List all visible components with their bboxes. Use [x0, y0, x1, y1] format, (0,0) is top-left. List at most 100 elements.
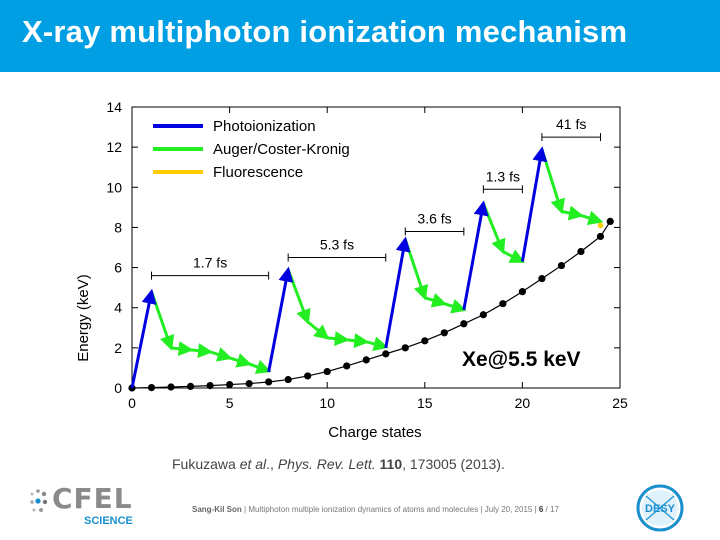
citation-journal: Phys. Rev. Lett.	[277, 456, 376, 472]
baseline-point	[401, 344, 409, 352]
cfel-word: CFEL	[52, 482, 133, 515]
baseline-point	[265, 378, 273, 386]
baseline-point	[518, 288, 527, 296]
y-tick-label: 14	[106, 99, 122, 115]
photoionization-arrow	[267, 266, 294, 373]
time-label: 5.3 fs	[320, 237, 354, 253]
legend-label: Auger/Coster-Kronig	[213, 141, 350, 158]
plot-frame	[131, 106, 621, 389]
auger-arrow	[286, 269, 311, 325]
baseline-point	[245, 379, 253, 388]
cfel-science: SCIENCE	[84, 515, 133, 527]
x-tick-label: 10	[319, 395, 335, 411]
x-tick-label: 25	[612, 395, 628, 411]
energy-charge-chart: 0 5 10 15 20 25 0 2 4 6 8 10 12 14 1.7 fs 5.3 fs 3.6 fs…	[75, 99, 628, 441]
footer-total: / 17	[543, 505, 559, 514]
citation-rest: , 173005 (2013).	[402, 456, 505, 472]
y-tick-label: 0	[114, 380, 122, 396]
auger-arrow	[170, 341, 194, 357]
auger-arrow	[229, 353, 252, 368]
x-tick-label: 0	[128, 395, 136, 411]
baseline-point	[304, 372, 312, 380]
legend: Photoionization Auger/Coster-Kronig Fluore…	[153, 118, 350, 181]
axes: 0 5 10 15 20 25 0 2 4 6 8 10 12 14	[106, 99, 628, 411]
footer-sep: |	[478, 505, 485, 514]
citation: Fukuzawa et al., Phys. Rev. Lett. 110, 1…	[172, 456, 505, 472]
xe-annotation: Xe@5.5 keV	[462, 348, 581, 371]
baseline-curve	[128, 217, 614, 392]
baseline-point	[167, 383, 175, 391]
y-tick-label: 10	[106, 179, 122, 195]
y-tick-label: 6	[114, 260, 122, 276]
baseline-point	[557, 261, 566, 270]
time-label: 1.7 fs	[193, 255, 227, 271]
citation-volume: 110	[379, 456, 403, 472]
baseline-point	[596, 232, 605, 241]
time-label: 1.3 fs	[486, 168, 520, 184]
y-axis-label: Energy (keV)	[75, 274, 92, 362]
citation-sep: .,	[266, 456, 274, 472]
photoionization-arrow	[520, 146, 548, 262]
title-bar: X-ray multiphoton ionization mechanism	[0, 0, 720, 72]
baseline-point	[460, 320, 468, 328]
fluorescence-marks	[597, 222, 604, 229]
footer-sep: |	[241, 505, 249, 514]
cfel-logo: CFEL SCIENCE	[28, 482, 148, 530]
x-tick-label: 20	[515, 395, 531, 411]
auger-arrow	[540, 148, 566, 215]
auger-arrow	[209, 347, 233, 362]
baseline-point	[538, 275, 546, 283]
baseline-point	[343, 362, 351, 370]
baseline-point	[440, 329, 448, 337]
baseline-point	[206, 381, 214, 390]
auger-paths	[150, 148, 604, 374]
baseline-point	[362, 356, 370, 364]
y-tick-label: 2	[114, 340, 122, 356]
auger-arrow	[424, 292, 448, 308]
baseline-point	[186, 382, 195, 390]
auger-arrow	[327, 331, 350, 347]
footer-page: 6	[538, 505, 544, 514]
auger-arrow	[502, 249, 526, 263]
baseline-point	[606, 217, 614, 226]
auger-arrow	[365, 336, 389, 352]
baseline-point	[479, 311, 487, 319]
footer-date: July 20, 2015	[484, 505, 533, 514]
baseline-point	[147, 383, 156, 392]
fluorescence-point	[597, 222, 604, 229]
baseline-point	[226, 380, 234, 389]
citation-authors: Fukuzawa	[172, 456, 236, 472]
auger-arrow	[346, 333, 370, 349]
time-label: 41 fs	[556, 116, 586, 132]
auger-arrow	[561, 205, 584, 221]
auger-arrow	[150, 291, 175, 351]
x-tick-label: 5	[226, 395, 234, 411]
photoionization-arrow	[384, 236, 411, 349]
photoionization-arrow	[462, 200, 489, 310]
footer-author: Sang-Kil Son	[192, 505, 242, 514]
baseline-point	[323, 367, 331, 376]
legend-label: Photoionization	[213, 118, 316, 135]
y-tick-label: 12	[106, 139, 122, 155]
auger-arrow	[580, 210, 604, 226]
auger-arrow	[190, 343, 214, 359]
time-label: 3.6 fs	[417, 210, 451, 226]
y-tick-label: 4	[114, 300, 122, 316]
baseline-point	[499, 300, 507, 308]
footer-sep: |	[532, 505, 539, 514]
desy-logo: DESY	[636, 484, 684, 532]
x-axis-label: Charge states	[328, 424, 421, 441]
auger-arrow	[403, 238, 429, 301]
baseline-point	[382, 350, 390, 358]
cfel-dots-icon	[30, 489, 48, 512]
desy-word: DESY	[645, 503, 676, 515]
photoionization-arrow	[130, 288, 157, 389]
time-annotations: 1.7 fs 5.3 fs 3.6 fs 1.3 fs 41 fs	[151, 116, 601, 280]
x-tick-label: 15	[417, 395, 433, 411]
baseline-point	[421, 337, 429, 345]
footer-talk-title: Multiphoton multiple ionization dynamics…	[248, 505, 479, 514]
slide-title: X-ray multiphoton ionization mechanism	[22, 14, 628, 49]
baseline-point	[577, 247, 585, 256]
baseline-point	[284, 375, 292, 384]
legend-label: Fluorescence	[213, 164, 303, 181]
